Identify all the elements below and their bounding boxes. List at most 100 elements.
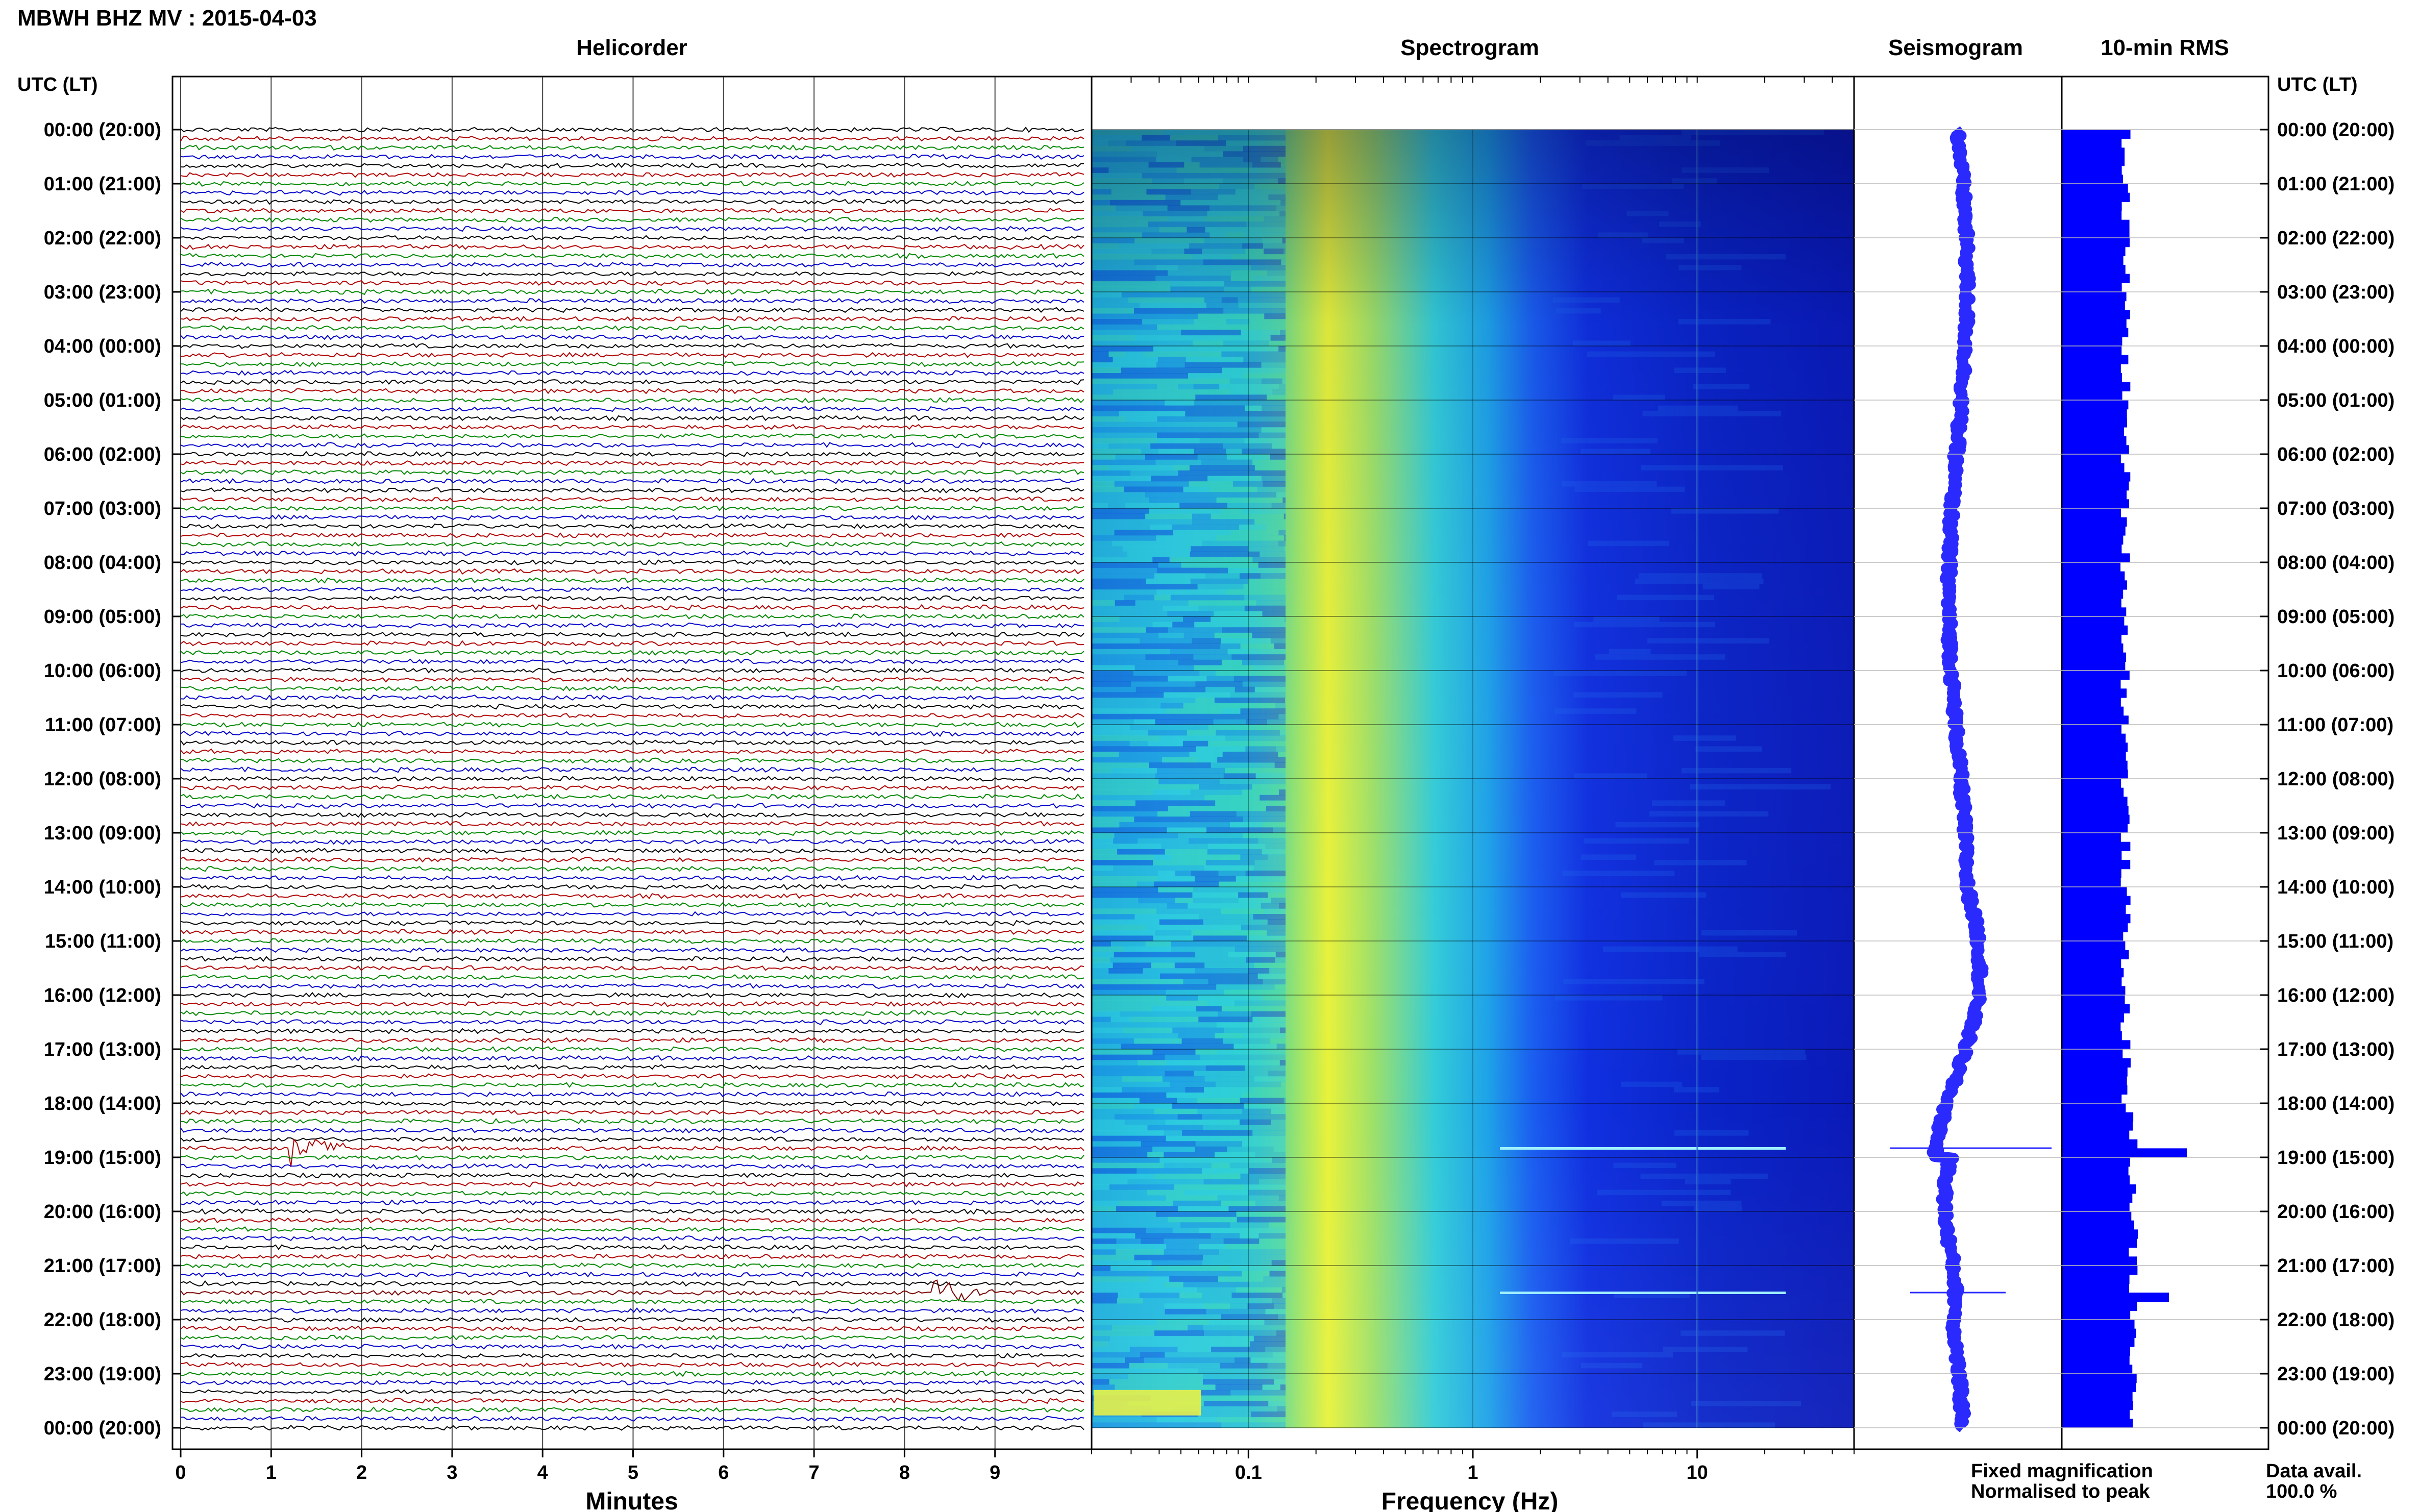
panel-title-spectrogram: Spectrogram <box>1400 35 1539 60</box>
helicorder-trace-line <box>180 1352 1084 1359</box>
rms-bar <box>2062 1293 2169 1302</box>
helicorder-trace-line <box>180 650 1084 656</box>
legend-normalised-to-peak: Normalised to peak <box>1971 1481 2150 1502</box>
rms-bar <box>2062 806 2129 815</box>
helicorder-trace-line <box>180 1416 1084 1422</box>
helicorder-trace-line <box>180 1279 1084 1302</box>
helicorder-trace-line <box>180 541 1084 548</box>
helicorder-trace-line <box>180 1019 1084 1025</box>
rms-bar <box>2062 986 2126 996</box>
rms-bar <box>2062 1229 2138 1239</box>
rms-bar <box>2062 661 2126 671</box>
panel-title-seismogram: Seismogram <box>1888 35 2023 60</box>
rms-bar <box>2062 211 2122 220</box>
rms-bar <box>2062 896 2131 905</box>
helicorder-trace-line <box>180 1082 1084 1088</box>
x-tick-label: 1 <box>266 1462 277 1483</box>
rms-bar <box>2062 950 2129 959</box>
helicorder-trace-line <box>180 1037 1084 1044</box>
y-tick-label: 11:00 (07:00) <box>45 714 161 736</box>
y-tick-label: 17:00 (13:00) <box>44 1039 161 1060</box>
rms-bar <box>2062 860 2131 870</box>
panel-title-helicorder: Helicorder <box>576 35 687 60</box>
rms-bar <box>2062 175 2123 184</box>
rms-bar <box>2062 752 2126 761</box>
helicorder-trace-line <box>180 1154 1084 1161</box>
rms-bar <box>2062 1266 2138 1275</box>
rms-bar <box>2062 932 2124 941</box>
helicorder-trace-line <box>180 1163 1084 1170</box>
rms-bar <box>2062 130 2131 139</box>
rms-bar <box>2062 562 2121 572</box>
rms-bar <box>2062 355 2129 364</box>
rms-bar <box>2062 797 2128 806</box>
y-tick-label: 14:00 (10:00) <box>2277 877 2395 898</box>
y-tick-label: 06:00 (02:00) <box>2277 444 2395 465</box>
rms-bar <box>2062 1121 2133 1131</box>
helicorder-trace-line <box>180 1010 1084 1017</box>
rms-bar <box>2062 400 2129 410</box>
helicorder-trace-line <box>180 307 1084 313</box>
rms-bar <box>2062 905 2126 914</box>
y-tick-label: 04:00 (00:00) <box>2277 336 2395 357</box>
rms-bar <box>2062 192 2130 202</box>
helicorder-trace-line <box>180 514 1084 520</box>
helicorder-trace-line <box>180 1199 1084 1206</box>
helicorder-trace-line <box>180 1217 1084 1224</box>
y-tick-label: 12:00 (08:00) <box>2277 769 2395 790</box>
rms-bar <box>2062 1139 2138 1149</box>
helicorder-trace-line <box>181 1262 1084 1269</box>
rms-bar <box>2062 959 2121 969</box>
rms-bar <box>2062 138 2122 148</box>
rms-bar <box>2062 328 2129 337</box>
helicorder-trace-line <box>180 153 1084 160</box>
rms-bar <box>2062 454 2121 464</box>
rms-bar <box>2062 310 2130 319</box>
rms-bar <box>2062 147 2125 157</box>
rms-bar <box>2062 427 2124 437</box>
rms-bar <box>2062 1310 2131 1320</box>
helicorder-trace-line <box>180 568 1084 575</box>
helicorder-trace-line <box>180 1127 1084 1134</box>
rms-bar <box>2062 878 2121 887</box>
y-tick-label: 22:00 (18:00) <box>2277 1309 2395 1331</box>
helicorder-trace-line <box>180 803 1084 809</box>
y-tick-label: 08:00 (04:00) <box>2277 552 2395 574</box>
rms-bar <box>2062 598 2121 608</box>
rms-bar <box>2062 373 2122 383</box>
y-tick-label: 09:00 (05:00) <box>44 606 161 628</box>
helicorder-trace-line <box>180 523 1084 530</box>
rms-bar <box>2062 472 2131 482</box>
rms-bar <box>2062 292 2127 302</box>
y-tick-label: 17:00 (13:00) <box>2277 1039 2395 1060</box>
rms-bar <box>2062 787 2124 797</box>
helicorder-trace-line <box>180 505 1084 511</box>
helicorder-trace-line <box>180 270 1084 277</box>
helicorder-trace-line <box>180 784 1084 791</box>
y-tick-label: 21:00 (17:00) <box>2277 1255 2395 1277</box>
rms-bar <box>2062 589 2124 599</box>
helicorder-trace-line <box>180 369 1084 376</box>
helicorder-trace-line <box>180 965 1084 972</box>
helicorder-trace-line <box>180 1334 1084 1341</box>
helicorder-trace-line <box>180 1424 1084 1431</box>
helicorder-trace-line <box>180 604 1084 611</box>
rms-bar <box>2062 490 2127 500</box>
x-tick-label: 0.1 <box>1235 1462 1262 1483</box>
helicorder-trace-line <box>180 235 1084 241</box>
rms-bar <box>2062 770 2128 779</box>
rms-bar <box>2062 391 2122 401</box>
y-tick-label: 00:00 (20:00) <box>44 119 161 141</box>
utc-label-right: UTC (LT) <box>2277 74 2358 95</box>
helicorder-trace-line <box>180 613 1084 619</box>
helicorder-trace-line <box>180 829 1084 836</box>
helicorder-trace-line <box>180 1325 1084 1332</box>
rms-bar <box>2062 1220 2134 1230</box>
helicorder-trace-line <box>180 280 1084 286</box>
y-tick-label: 19:00 (15:00) <box>44 1147 161 1169</box>
rms-bar <box>2062 238 2130 247</box>
helicorder-trace-line <box>180 144 1084 151</box>
rms-bar <box>2062 779 2121 788</box>
helicorder-trace-line <box>180 189 1084 196</box>
helicorder-trace-line <box>180 902 1084 908</box>
